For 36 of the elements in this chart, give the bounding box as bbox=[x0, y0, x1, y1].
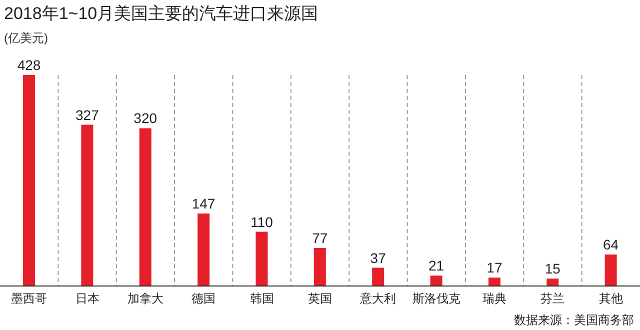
bar bbox=[139, 128, 152, 286]
bar bbox=[546, 278, 559, 286]
bar bbox=[488, 278, 500, 286]
data-label: 77 bbox=[312, 230, 328, 246]
data-label: 327 bbox=[76, 106, 100, 123]
bar bbox=[23, 75, 35, 286]
bar bbox=[314, 248, 326, 286]
x-tick-label: 日本 bbox=[75, 292, 100, 306]
bar bbox=[372, 268, 384, 286]
x-tick-label: 加拿大 bbox=[127, 292, 164, 306]
x-tick-label: 瑞典 bbox=[482, 292, 507, 306]
data-label: 21 bbox=[428, 258, 444, 274]
x-tick-label: 墨西哥 bbox=[11, 292, 48, 306]
chart-title: 2018年1~10月美国主要的汽车进口来源国 bbox=[4, 3, 318, 25]
data-label: 64 bbox=[603, 236, 619, 252]
data-label: 15 bbox=[544, 260, 561, 277]
bar bbox=[256, 232, 268, 286]
x-tick-label: 意大利 bbox=[359, 292, 396, 306]
y-axis-title: (亿美元) bbox=[4, 30, 48, 47]
x-tick-label: 斯洛伐克 bbox=[412, 292, 460, 306]
source-note: 数据来源：美国商务部 bbox=[514, 312, 634, 329]
x-tick-label: 芬兰 bbox=[540, 292, 565, 306]
data-label: 110 bbox=[250, 214, 274, 230]
data-label: 428 bbox=[17, 57, 41, 73]
data-label: 320 bbox=[134, 110, 158, 126]
data-label: 147 bbox=[192, 196, 216, 212]
x-tick-label: 其他 bbox=[598, 292, 623, 306]
data-label: 17 bbox=[486, 260, 502, 276]
x-tick-label: 英国 bbox=[308, 292, 332, 306]
data-label: 37 bbox=[370, 250, 386, 266]
x-tick-label: 德国 bbox=[192, 292, 216, 306]
bar bbox=[198, 214, 210, 286]
bar bbox=[430, 276, 442, 286]
bar bbox=[604, 254, 617, 286]
x-tick-label: 韩国 bbox=[250, 292, 274, 306]
bar bbox=[81, 124, 94, 286]
